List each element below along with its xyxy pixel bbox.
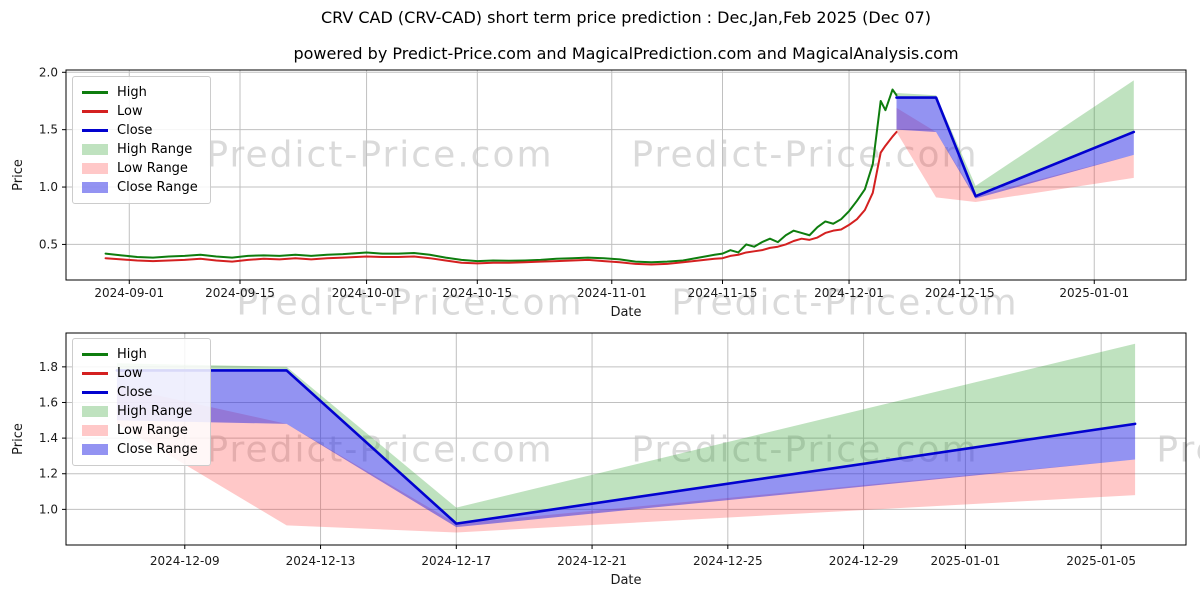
x-tick-label: 2024-09-01 — [94, 286, 164, 300]
legend-line-swatch — [82, 372, 108, 375]
axes-frame — [65, 332, 1187, 546]
legend-patch-swatch — [82, 425, 108, 436]
legend-item: Low — [82, 364, 198, 383]
legend-patch-swatch — [82, 182, 108, 193]
watermark-text: Predict-Price.com — [236, 282, 584, 324]
low-line — [104, 130, 898, 266]
high-range-band — [896, 80, 1134, 197]
chart-history-and-prediction: 2024-09-01 2024-09-15 2024-10-01 2024-10-15… — [11, 65, 1187, 320]
y-tick-label: 1.6 — [39, 395, 58, 409]
watermark-text: Predict-Price.com — [1156, 429, 1200, 471]
axes-frame — [65, 69, 1187, 281]
x-axis-label: Date — [610, 305, 641, 320]
legend-label: High — [117, 347, 147, 362]
legend-item: Close — [82, 121, 198, 140]
x-tick-label: 2024-12-15 — [925, 286, 995, 300]
legend-line-swatch — [82, 110, 108, 113]
high-range-band — [116, 343, 1136, 524]
legend-label: High Range — [117, 142, 193, 157]
legend-patch-swatch — [82, 144, 108, 155]
legend-label: Close Range — [117, 442, 198, 457]
legend-label: Low — [117, 104, 143, 119]
x-tick-label: 2024-12-01 — [814, 286, 884, 300]
x-tick-label: 2024-10-01 — [332, 286, 402, 300]
legend-patch-swatch — [82, 163, 108, 174]
watermark-text: Predict-Price.com — [631, 134, 979, 176]
y-tick-label: 0.5 — [39, 237, 58, 251]
legend-item: High — [82, 83, 198, 102]
legend-label: High Range — [117, 404, 193, 419]
close-line — [895, 96, 1136, 198]
legend-item: Close — [82, 383, 198, 402]
low-range-band — [116, 386, 1136, 533]
close-range-band — [896, 97, 1134, 199]
x-tick-label: 2025-01-05 — [1066, 554, 1136, 568]
x-tick-label: 2024-09-15 — [205, 286, 275, 300]
legend-item: High — [82, 345, 198, 364]
legend-item: Low Range — [82, 421, 198, 440]
legend-item: Close Range — [82, 178, 198, 197]
y-axis-label: Price — [11, 159, 26, 191]
legend-line-swatch — [82, 129, 108, 132]
watermark-text: Predict-Price.com — [206, 134, 554, 176]
legend-item: High Range — [82, 140, 198, 159]
legend-label: Low — [117, 366, 143, 381]
y-tick-label: 1.4 — [39, 431, 58, 445]
legend-patch-swatch — [82, 406, 108, 417]
legend-line-swatch — [82, 353, 108, 356]
x-tick-label: 2024-12-13 — [286, 554, 356, 568]
y-tick-label: 1.2 — [39, 467, 58, 481]
x-tick-label: 2025-01-01 — [931, 554, 1001, 568]
high-line — [104, 88, 898, 264]
x-tick-label: 2024-12-09 — [150, 554, 220, 568]
x-tick-label: 2024-12-17 — [421, 554, 491, 568]
low-range-band — [896, 107, 1134, 202]
legend-item: Low — [82, 102, 198, 121]
x-tick-label: 2025-01-01 — [1059, 286, 1129, 300]
legend-item: Close Range — [82, 440, 198, 459]
x-tick-label: 2024-12-21 — [557, 554, 627, 568]
legend-label: Low Range — [117, 161, 188, 176]
x-tick-label: 2024-10-15 — [442, 286, 512, 300]
legend-item: Low Range — [82, 159, 198, 178]
page-subtitle: powered by Predict-Price.com and Magical… — [293, 44, 959, 63]
legend-line-swatch — [82, 391, 108, 394]
legend-label: Low Range — [117, 423, 188, 438]
legend-item: High Range — [82, 402, 198, 421]
y-tick-label: 1.0 — [39, 180, 58, 194]
chart-prediction-zoom: 2024-12-09 2024-12-13 2024-12-17 2024-12-21… — [11, 332, 1187, 588]
legend-top-chart: High Low Close High Range Low Range Close Ran… — [72, 76, 211, 204]
legend-patch-swatch — [82, 444, 108, 455]
x-tick-label: 2024-11-15 — [688, 286, 758, 300]
y-tick-label: 1.8 — [39, 360, 58, 374]
page-title: CRV CAD (CRV-CAD) short term price predi… — [320, 8, 932, 27]
legend-line-swatch — [82, 91, 108, 94]
x-axis-label: Date — [610, 573, 641, 588]
y-tick-label: 2.0 — [39, 65, 58, 79]
x-tick-label: 2024-12-25 — [693, 554, 763, 568]
y-tick-label: 1.0 — [39, 502, 58, 516]
legend-label: High — [117, 85, 147, 100]
legend-bottom-chart: High Low Close High Range Low Range Close Ran… — [72, 338, 211, 466]
x-tick-label: 2024-11-01 — [577, 286, 647, 300]
legend-label: Close — [117, 123, 153, 138]
legend-label: Close — [117, 385, 153, 400]
legend-label: Close Range — [117, 180, 198, 195]
watermark-text: Predict-Price.com — [671, 282, 1019, 324]
y-tick-label: 1.5 — [39, 123, 58, 137]
close-range-band — [116, 370, 1136, 528]
y-axis-label: Price — [11, 423, 26, 455]
x-tick-label: 2024-12-29 — [829, 554, 899, 568]
